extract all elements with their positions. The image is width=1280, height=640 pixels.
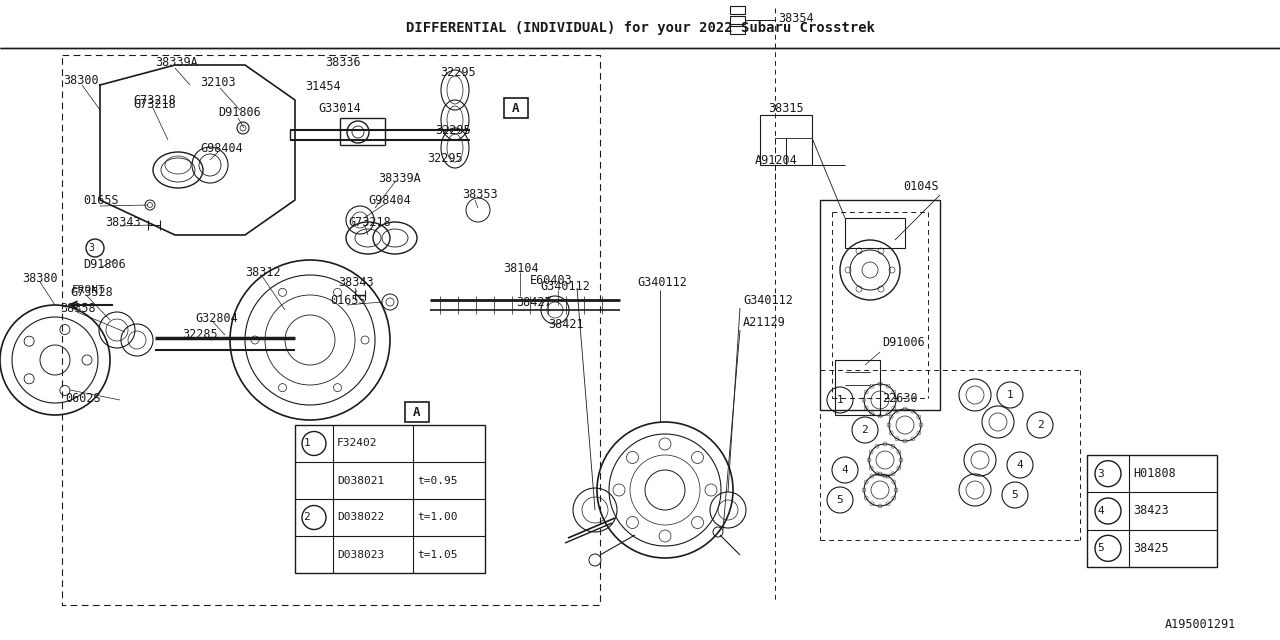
Text: 3: 3 [88,243,93,253]
Text: 3: 3 [1098,468,1105,479]
Text: 38339A: 38339A [378,172,421,184]
Text: 0602S: 0602S [65,392,101,404]
Text: A: A [512,102,520,115]
Text: G340112: G340112 [637,275,687,289]
Text: E60403: E60403 [530,273,572,287]
Text: 4: 4 [1098,506,1105,516]
Text: A21129: A21129 [742,316,786,328]
Bar [760,115,812,165]
Text: 32295: 32295 [435,124,471,136]
Bar [1087,455,1217,567]
Text: 5: 5 [1098,543,1105,554]
Text: 38425: 38425 [1133,542,1169,555]
Bar [730,16,745,24]
Text: 0104S: 0104S [902,179,938,193]
Text: 38315: 38315 [768,102,804,115]
Text: 1: 1 [1006,390,1014,400]
Text: 5: 5 [837,495,844,505]
Text: A195001291: A195001291 [1165,618,1236,632]
Text: 38421: 38421 [548,319,584,332]
Text: 32103: 32103 [200,76,236,88]
Text: G73218: G73218 [133,99,175,111]
Bar [404,402,429,422]
Text: G98404: G98404 [200,141,243,154]
Bar [730,6,745,14]
Text: 38427: 38427 [516,296,552,308]
Bar [504,98,529,118]
Text: G98404: G98404 [369,193,411,207]
Text: D91806: D91806 [218,106,261,118]
Text: G73528: G73528 [70,285,113,298]
Text: 22630: 22630 [882,392,918,404]
Text: 4: 4 [1016,460,1024,470]
Text: 2: 2 [1037,420,1043,430]
Text: G340112: G340112 [742,294,792,307]
Text: D038023: D038023 [337,550,384,559]
Text: 38312: 38312 [244,266,280,278]
Text: 38104: 38104 [503,262,539,275]
Text: A: A [413,406,421,419]
Text: A91204: A91204 [755,154,797,166]
Text: 38354: 38354 [778,12,814,24]
Text: G73218: G73218 [133,93,175,106]
Text: 38300: 38300 [63,74,99,86]
Bar [835,360,881,415]
Text: 1: 1 [837,395,844,405]
Text: t=0.95: t=0.95 [417,476,457,486]
Text: 38380: 38380 [22,271,58,285]
Text: t=1.05: t=1.05 [417,550,457,559]
Text: 5: 5 [1011,490,1019,500]
Text: D91006: D91006 [882,335,924,349]
Text: 0165S: 0165S [83,193,119,207]
Text: 2: 2 [861,425,868,435]
Text: G340112: G340112 [540,280,590,292]
Text: 38343: 38343 [338,275,374,289]
Bar [845,218,905,248]
Text: G33014: G33014 [317,102,361,115]
Text: 38353: 38353 [462,188,498,200]
Text: 38423: 38423 [1133,504,1169,518]
Text: 2: 2 [303,513,310,522]
Text: 38343: 38343 [105,216,141,228]
Bar [730,26,745,34]
Bar [820,200,940,410]
Text: 0165S: 0165S [330,294,366,307]
Text: 32295: 32295 [428,152,462,164]
Text: D038022: D038022 [337,513,384,522]
Text: D038021: D038021 [337,476,384,486]
Text: 38336: 38336 [325,56,361,68]
Text: D91806: D91806 [83,259,125,271]
Text: G73218: G73218 [348,216,390,228]
Text: t=1.00: t=1.00 [417,513,457,522]
Text: 38339A: 38339A [155,56,197,68]
Text: DIFFERENTIAL (INDIVIDUAL) for your 2022 Subaru Crosstrek: DIFFERENTIAL (INDIVIDUAL) for your 2022 … [406,21,874,35]
Text: F32402: F32402 [337,438,378,449]
Text: H01808: H01808 [1133,467,1176,480]
Text: 31454: 31454 [305,79,340,93]
Text: 1: 1 [303,438,310,449]
Text: G32804: G32804 [195,312,238,324]
Text: FRONT: FRONT [72,285,106,295]
Text: 32285: 32285 [182,328,218,342]
Text: 32295: 32295 [440,65,476,79]
Bar [294,425,485,573]
Text: 4: 4 [842,465,849,475]
Text: 38358: 38358 [60,301,96,314]
